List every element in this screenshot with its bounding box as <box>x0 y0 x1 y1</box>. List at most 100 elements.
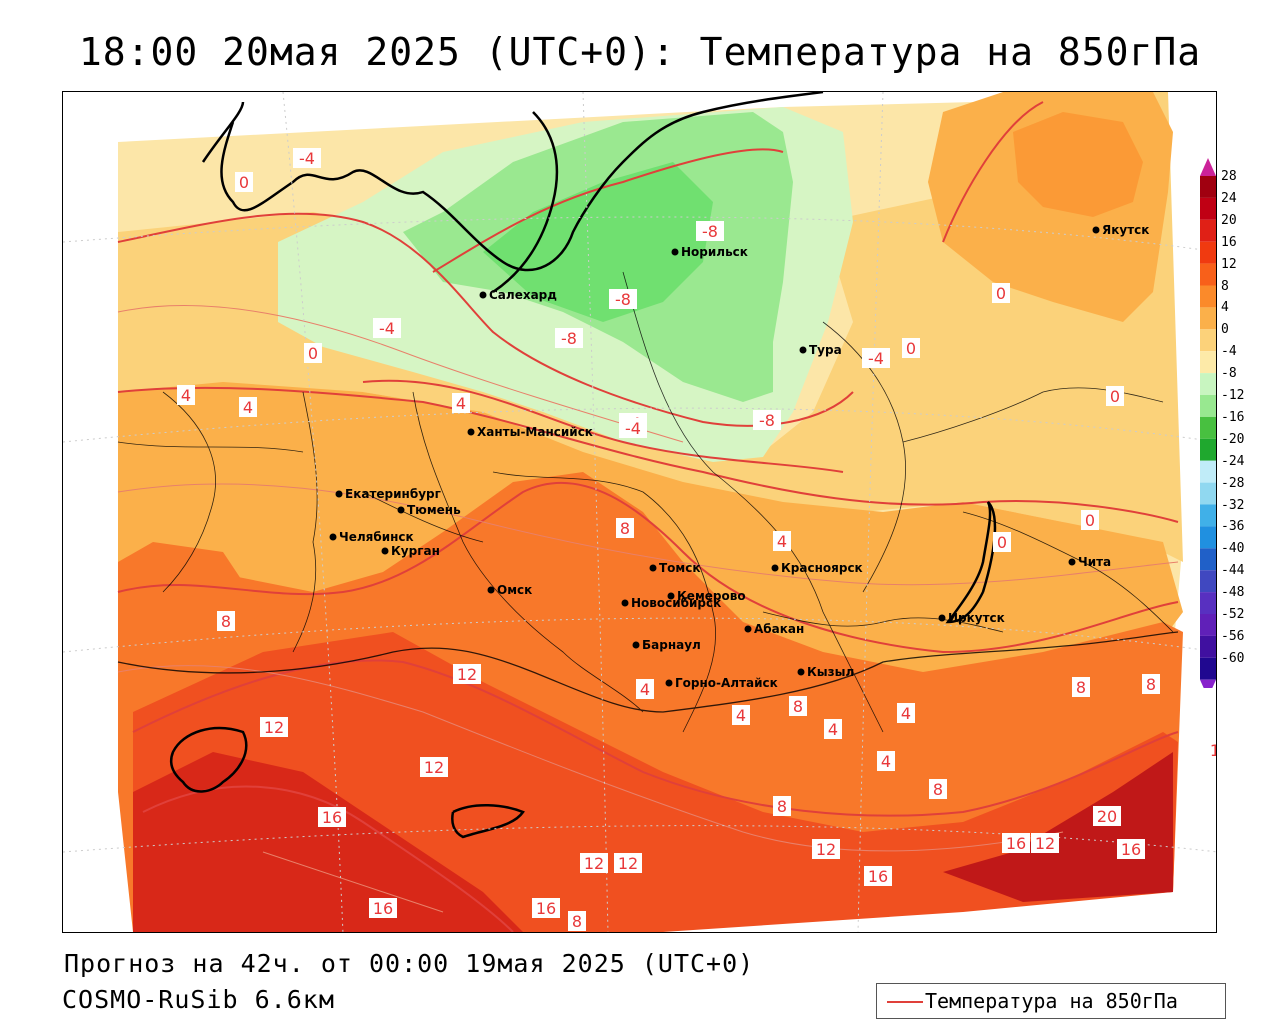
isotherm-value-label: 4 <box>732 705 750 725</box>
svg-text:-8: -8 <box>702 222 718 241</box>
isotherm-value-label: 8 <box>1072 677 1090 697</box>
colorbar-tick-label: 28 <box>1221 169 1237 184</box>
city-marker <box>487 586 495 594</box>
svg-text:0: 0 <box>997 533 1007 552</box>
colorbar-cell <box>1200 657 1216 680</box>
svg-text:-4: -4 <box>625 419 641 438</box>
city-marker <box>665 679 673 687</box>
city-marker <box>649 564 657 572</box>
map-canvas: -4 0 -8 -8 -8 -8 -4 0 0 -4 0 4 4 4 -4 0 0 8 4 8 4 0 8 12 12 12 16 1… <box>63 92 1216 932</box>
svg-text:4: 4 <box>640 680 650 699</box>
isotherm-value-label: 0 <box>902 338 920 358</box>
svg-text:12: 12 <box>424 758 444 777</box>
legend-label: Температура на 850гПа <box>925 989 1178 1013</box>
svg-text:8: 8 <box>1076 678 1086 697</box>
svg-text:0: 0 <box>996 284 1006 303</box>
isotherm-value-label: 8 <box>929 779 947 799</box>
isotherm-value-label: 16 <box>1117 839 1145 859</box>
colorbar-tick-label: -24 <box>1221 453 1245 469</box>
field-16-plus-darkred <box>133 752 523 932</box>
svg-text:12: 12 <box>584 854 604 873</box>
colorbar-cell <box>1200 548 1216 571</box>
colorbar-cell <box>1200 329 1216 352</box>
city-label: Тура <box>809 343 842 357</box>
isotherm-label-layer: -4 0 -8 -8 -8 -8 -4 0 0 -4 0 4 4 4 -4 0 0 8 4 8 4 0 8 12 12 12 16 1… <box>177 148 1216 931</box>
colorbar-cell <box>1200 351 1216 374</box>
isotherm-value-label: 16 <box>318 807 346 827</box>
colorbar-tick-label: 0 <box>1221 322 1229 338</box>
isotherm-value-label: 12 <box>420 757 448 777</box>
svg-text:16: 16 <box>1121 840 1141 859</box>
isotherm-value-label: 16 <box>369 898 397 918</box>
lake-baikal <box>945 501 997 624</box>
colorbar-cell <box>1200 307 1216 330</box>
colorbar-cell <box>1200 263 1216 286</box>
city-marker <box>667 592 675 600</box>
svg-text:8: 8 <box>620 519 630 538</box>
colorbar-tick-label: 4 <box>1221 300 1229 316</box>
city-label: Курган <box>391 544 440 558</box>
city-label: Салехард <box>489 288 557 302</box>
city-label: Ханты-Мансийск <box>477 425 593 439</box>
city-marker <box>938 614 946 622</box>
colorbar-tick-label: -56 <box>1221 628 1245 644</box>
svg-text:4: 4 <box>901 704 911 723</box>
colorbar-cell <box>1200 504 1216 527</box>
city-label: Кемерово <box>677 589 746 603</box>
svg-text:0: 0 <box>906 339 916 358</box>
colorbar-tick-label: -12 <box>1221 388 1245 403</box>
graticule <box>63 92 1216 932</box>
svg-text:8: 8 <box>933 780 943 799</box>
isotherm-value-label: 0 <box>1081 510 1099 530</box>
svg-text:-4: -4 <box>379 319 395 338</box>
colorbar <box>1200 158 1216 688</box>
legend: Температура на 850гПа <box>876 983 1226 1019</box>
isotherm-value-label: 4 <box>824 719 842 739</box>
model-info: COSMO-RuSib 6.6км <box>62 985 335 1014</box>
colorbar-tick-label: -4 <box>1221 344 1237 360</box>
svg-text:0: 0 <box>308 344 318 363</box>
svg-text:4: 4 <box>828 720 838 739</box>
isotherm-value-label: 12 <box>1031 833 1059 853</box>
isotherm-line <box>117 212 854 427</box>
colorbar-cell <box>1200 438 1216 461</box>
svg-text:12: 12 <box>264 718 284 737</box>
colorbar-tick-label: -16 <box>1221 409 1245 425</box>
colorbar-tick-label: 12 <box>1221 256 1237 272</box>
temperature-field <box>118 92 1183 932</box>
colorbar-tick-label: -60 <box>1221 650 1245 666</box>
isotherm-line <box>117 386 1179 523</box>
svg-text:8: 8 <box>221 612 231 631</box>
svg-text:16: 16 <box>1006 834 1026 853</box>
isotherm-value-label: 4 <box>177 385 195 405</box>
isotherm-value-label: 4 <box>452 393 470 413</box>
colorbar-tick-label: -32 <box>1221 497 1245 513</box>
thin-isotherm-lines <box>117 305 1179 913</box>
isotherm-value-label: 8 <box>568 911 586 931</box>
svg-text:20: 20 <box>1097 807 1117 826</box>
coastlines <box>169 92 997 839</box>
colorbar-tick-label: 20 <box>1221 212 1237 228</box>
colorbar-cell <box>1200 285 1216 308</box>
city-marker <box>1068 558 1076 566</box>
isotherm-value-label: 20 <box>1093 806 1121 826</box>
svg-text:4: 4 <box>181 386 191 405</box>
colorbar-tick-label: -44 <box>1221 563 1245 579</box>
isotherm-value-label: 4 <box>636 679 654 699</box>
city-label: Норильск <box>681 245 748 259</box>
colorbar-cell <box>1200 526 1216 549</box>
svg-text:-4: -4 <box>868 349 884 368</box>
city-label: Чита <box>1078 555 1111 569</box>
aral-sea <box>451 804 525 839</box>
city-label: Красноярск <box>781 561 863 575</box>
colorbar-tick-label: 16 <box>1221 234 1237 250</box>
city-marker <box>797 668 805 676</box>
svg-text:4: 4 <box>881 752 891 771</box>
isotherm-value-label: 4 <box>877 751 895 771</box>
colorbar-tick-label: -40 <box>1221 541 1245 557</box>
svg-text:-8: -8 <box>561 329 577 348</box>
svg-text:16: 16 <box>536 899 556 918</box>
city-marker <box>467 428 475 436</box>
yamal-coast <box>492 111 559 294</box>
city-marker <box>771 564 779 572</box>
